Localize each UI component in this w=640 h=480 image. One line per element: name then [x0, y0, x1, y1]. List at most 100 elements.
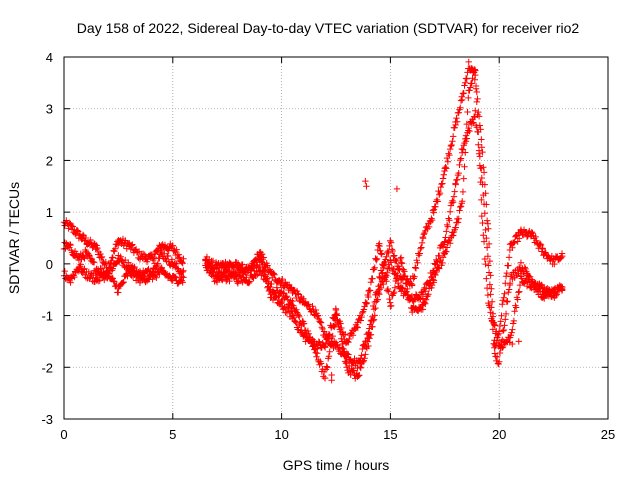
data-point-track-c [404, 285, 411, 293]
data-point-track-c [120, 278, 127, 286]
data-point-track-a [480, 169, 488, 176]
data-point-track-b [451, 188, 458, 195]
data-point-track-a [485, 225, 492, 232]
data-point-track-a [279, 275, 286, 283]
data-point-track-a [516, 235, 523, 242]
data-point-track-c [429, 276, 437, 283]
data-point-track-c [383, 287, 391, 294]
data-point-track-c [358, 313, 365, 321]
data-point-track-c [499, 343, 507, 351]
data-point-track-b [367, 331, 375, 338]
data-point-outlier [363, 183, 370, 190]
data-point-track-b [173, 260, 180, 267]
data-point-track-c [398, 259, 405, 266]
data-point-track-b [117, 253, 124, 260]
data-point-track-c [551, 284, 559, 292]
data-point-track-c [486, 304, 494, 311]
data-point-track-a [390, 253, 397, 260]
data-point-track-a [389, 247, 396, 255]
data-point-track-c [363, 299, 371, 307]
data-point-track-c [305, 330, 312, 337]
data-point-track-a [439, 180, 446, 187]
data-point-track-c [402, 279, 410, 287]
data-point-track-c [434, 264, 441, 272]
data-point-track-c [180, 274, 187, 281]
data-point-track-c [357, 317, 365, 324]
data-point-track-c [104, 269, 111, 276]
data-point-track-c [459, 188, 467, 196]
data-point-track-c [213, 278, 221, 286]
data-point-track-b [278, 299, 285, 306]
data-point-track-c [289, 297, 296, 305]
data-point-track-c [296, 313, 303, 321]
data-point-track-c [332, 311, 340, 318]
data-point-track-a [111, 245, 119, 253]
data-point-track-c [472, 67, 479, 74]
data-point-track-b [399, 284, 407, 292]
data-point-track-b [356, 363, 364, 371]
x-tick-label: 10 [274, 427, 288, 442]
data-point-track-c [237, 273, 244, 280]
data-point-track-a [258, 250, 266, 258]
data-point-track-c [387, 302, 395, 309]
data-point-track-a [428, 215, 435, 222]
data-point-track-a [333, 341, 340, 348]
data-point-track-c [525, 276, 532, 283]
data-point-track-b [341, 352, 348, 360]
y-tick-label: 4 [46, 50, 53, 65]
data-point-track-c [468, 80, 475, 87]
data-point-track-a [226, 259, 233, 266]
data-point-track-a [454, 118, 461, 125]
data-point-track-c [124, 272, 131, 280]
data-point-track-a [539, 245, 546, 253]
data-point-track-a [68, 222, 75, 229]
data-point-track-c [295, 312, 302, 319]
data-point-track-c [283, 293, 291, 300]
data-point-track-b [452, 181, 459, 188]
data-point-track-c [391, 288, 398, 296]
y-tick-label: 3 [46, 102, 53, 117]
data-point-track-c [245, 279, 253, 287]
data-point-track-a [180, 255, 187, 262]
data-point-track-a [87, 236, 94, 244]
data-point-track-c [311, 346, 319, 353]
data-point-track-a [345, 351, 352, 358]
data-point-track-c [327, 341, 334, 348]
data-point-track-a [209, 257, 217, 265]
data-point-track-b [480, 200, 488, 208]
data-point-track-a [528, 228, 536, 236]
data-point-track-c [360, 306, 368, 313]
data-point-track-c [398, 260, 406, 267]
data-point-track-c [340, 331, 347, 339]
data-point-track-c [454, 219, 462, 226]
data-point-track-b [455, 169, 462, 177]
data-point-track-b [457, 155, 465, 162]
data-point-track-b [483, 244, 491, 251]
data-point-track-a [417, 245, 424, 252]
y-tick-label: -3 [41, 412, 53, 427]
data-point-track-a [312, 306, 319, 314]
data-point-track-c [515, 289, 522, 296]
data-point-track-a [161, 241, 169, 249]
data-point-track-b [480, 191, 487, 199]
data-point-track-b [489, 326, 497, 333]
data-point-track-a [443, 165, 450, 172]
data-point-track-a [558, 254, 565, 261]
x-tick-label: 5 [169, 427, 176, 442]
data-point-track-a [503, 269, 511, 277]
data-point-track-c [482, 260, 489, 268]
data-point-track-c [436, 265, 443, 272]
data-point-track-c [508, 329, 515, 336]
data-point-track-c [460, 175, 467, 182]
data-point-track-c [67, 279, 74, 286]
data-point-track-b [349, 368, 356, 375]
data-point-track-c [465, 94, 472, 102]
data-point-track-a [309, 303, 316, 310]
data-point-track-b [87, 254, 94, 262]
data-point-track-c [300, 320, 308, 327]
data-point-track-c [150, 268, 158, 275]
data-point-track-b [251, 257, 258, 265]
data-point-track-a [485, 240, 493, 248]
data-point-track-c [494, 337, 502, 344]
data-point-track-a [303, 302, 311, 309]
